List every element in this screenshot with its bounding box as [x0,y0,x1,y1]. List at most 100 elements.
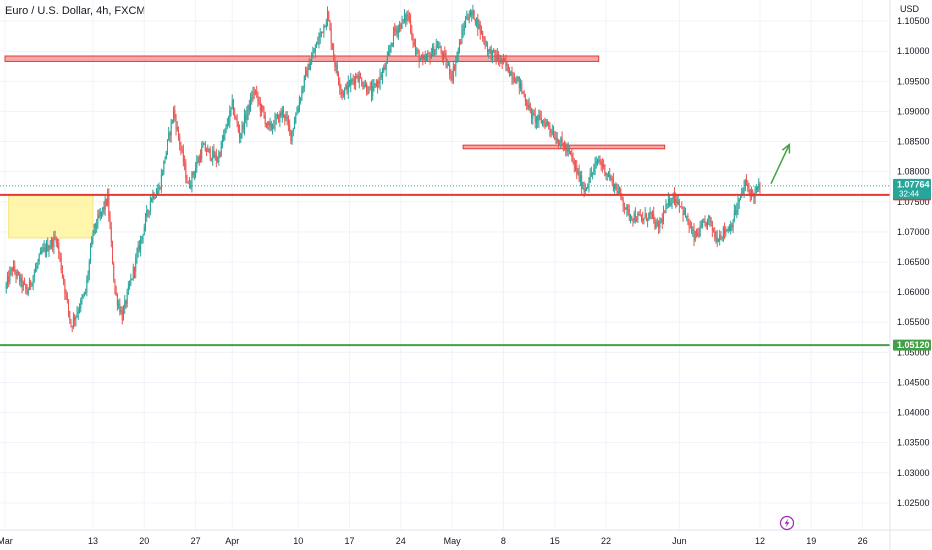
candle-body [188,183,190,188]
candle-body [312,53,314,58]
candle-body [662,212,664,222]
candle-body [173,109,175,121]
candle-body [297,108,299,112]
candle-body [632,219,634,221]
candle-body [535,116,537,123]
candle-body [190,185,192,188]
candle-body [65,292,67,294]
candle-body [49,246,51,249]
candle-body [371,87,372,97]
candle-body [689,227,691,229]
candle-body [284,114,286,119]
candle-body [259,101,261,111]
candle-body [236,118,238,125]
candle-body [182,150,184,163]
candle-body [680,205,682,207]
price-tick-label: 1.09000 [897,106,930,116]
candle-body [109,216,111,228]
candle-body [268,121,270,126]
candle-body [147,210,149,213]
candle-body [107,194,109,205]
price-tick-label: 1.04500 [897,377,930,387]
candle-body [489,48,491,50]
time-tick-label: 10 [293,536,303,546]
candle-body [313,52,315,54]
candle-body [253,91,255,93]
candle-body [286,117,288,119]
candle-body [476,18,478,23]
candle-body [327,12,329,23]
candle-body [643,217,645,222]
candle-body [69,310,71,320]
candle-body [742,191,744,194]
candle-body [369,86,371,88]
candle-body [593,168,595,173]
candle-body [317,42,319,44]
candle-body [702,222,704,227]
candle-body [298,100,300,109]
candle-body [97,215,99,226]
candle-body [333,49,335,58]
candle-body [329,21,331,29]
candle-body [334,57,336,67]
candle-body [429,53,431,59]
price-tick-label: 1.08500 [897,137,930,147]
candle-body [258,99,260,102]
candle-body [291,130,293,141]
candle-body [698,233,700,236]
candle-body [570,150,572,155]
candle-body [316,42,318,48]
candle-body [534,114,536,123]
candle-body [379,75,381,84]
candle-body [587,186,589,188]
candle-body [68,300,70,311]
candle-body [267,121,269,125]
candle-body [383,67,385,72]
candle-body [81,297,83,300]
candle-body [424,57,426,60]
candle-body [513,78,515,82]
candle-body [285,117,287,119]
candle-body [52,239,54,247]
candle-body [309,63,311,71]
candle-body [137,245,139,253]
candle-body [228,122,230,125]
time-tick-label: 12 [755,536,765,546]
candle-body [199,156,201,160]
candle-body [248,104,250,110]
candle-body [516,78,518,84]
candle-body [730,224,732,232]
candle-body [469,11,471,18]
candle-body [143,226,145,235]
candle-body [724,227,726,234]
candle-body [396,30,398,34]
candle-body [164,159,166,161]
candle-body [129,284,131,286]
candle-body [642,218,644,222]
candle-body [344,88,346,96]
candle-body [79,308,81,312]
candle-body [704,221,706,223]
candle-body [254,92,256,94]
candle-body [295,115,297,123]
candle-body [531,107,533,119]
candle-body [203,143,205,145]
candle-body [699,225,701,236]
candle-body [737,202,739,210]
candle-body [169,132,171,136]
candle-body [176,127,178,130]
price-tick-label: 1.10500 [897,16,930,26]
candle-body [640,216,642,219]
candle-body [5,283,7,290]
candle-body [58,243,60,253]
time-tick-label: Apr [225,536,239,546]
candle-body [545,121,547,127]
candle-body [544,122,546,127]
candle-body [584,188,586,192]
candle-body [744,180,746,187]
candle-body [501,58,503,63]
candle-body [487,45,489,53]
candle-body [465,18,467,28]
candle-body [118,304,120,306]
